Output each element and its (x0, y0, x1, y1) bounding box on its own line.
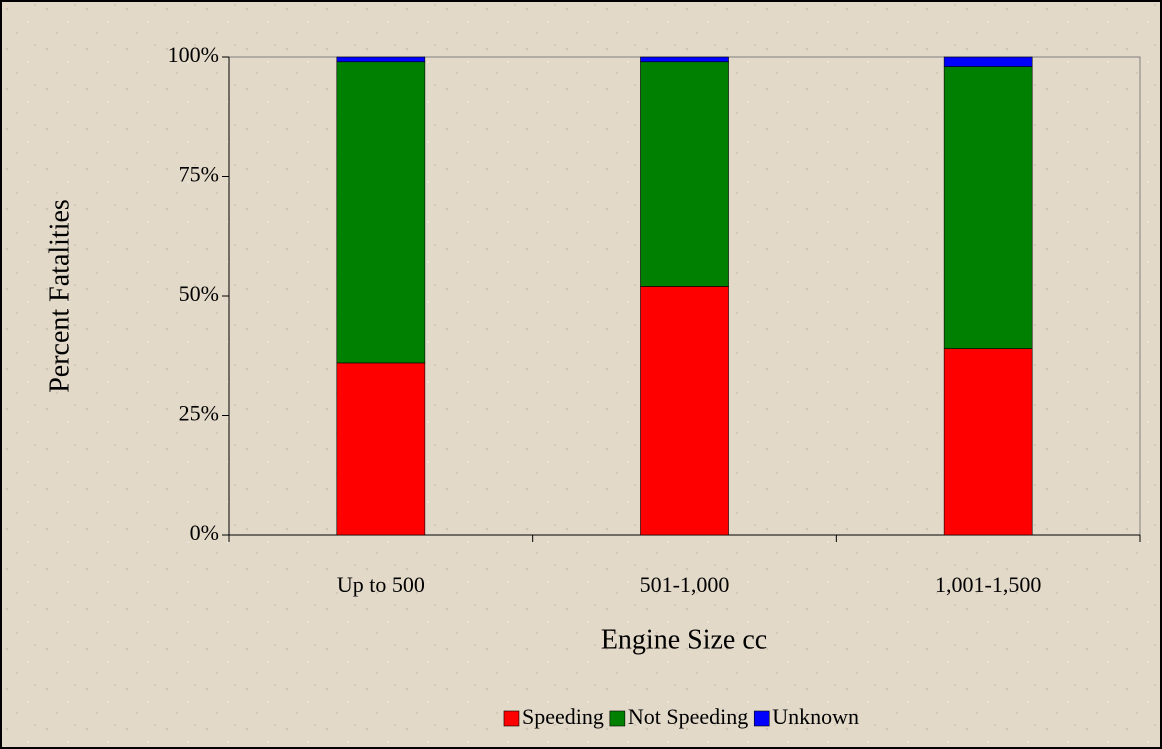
bar-segment (943, 66, 1033, 349)
bar-segment (640, 61, 729, 287)
legend-swatch (503, 710, 520, 727)
legend-swatch (753, 710, 770, 727)
legend-label: Not Speeding (628, 704, 748, 729)
bar-segment (640, 56, 729, 63)
y-tick-label: 0% (190, 520, 219, 545)
legend-swatch (609, 710, 626, 727)
bar-segment (336, 362, 426, 536)
y-tick-label: 75% (179, 162, 219, 187)
bar-segment (943, 56, 1033, 67)
legend-label: Unknown (772, 704, 859, 729)
bar-segment (943, 348, 1033, 536)
legend-label: Speeding (522, 704, 604, 729)
y-axis-title: Percent Fatalities (44, 199, 75, 393)
x-tick-label: 501-1,000 (640, 572, 730, 597)
y-tick-label: 25% (179, 401, 219, 426)
x-tick-label: 1,001-1,500 (935, 572, 1041, 597)
bar-segment (336, 61, 426, 364)
y-tick-label: 100% (168, 42, 219, 67)
y-tick-label: 50% (179, 281, 219, 306)
bar-segment (336, 56, 426, 63)
bar-segment (640, 286, 729, 536)
x-axis-title: Engine Size cc (601, 624, 767, 655)
x-tick-label: Up to 500 (337, 572, 425, 597)
